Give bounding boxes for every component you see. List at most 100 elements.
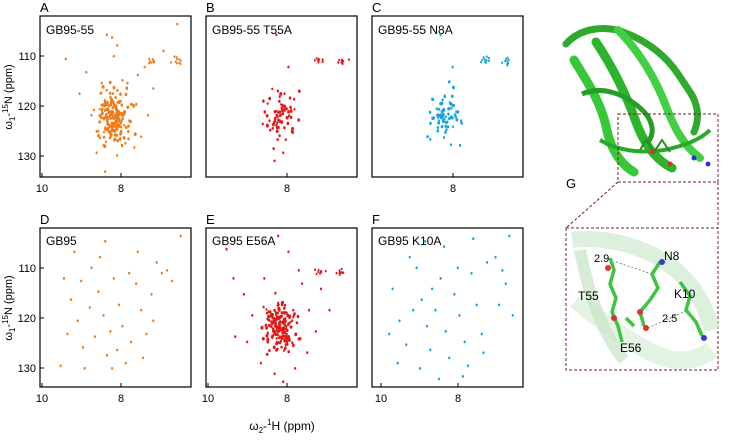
peak-point bbox=[277, 234, 280, 238]
peak-point bbox=[133, 146, 136, 149]
peak-point bbox=[113, 128, 117, 132]
peak-point bbox=[102, 130, 106, 134]
peak-point bbox=[265, 123, 269, 128]
peak-point bbox=[171, 279, 174, 283]
peak-point bbox=[266, 102, 269, 105]
zoom-box bbox=[617, 113, 719, 183]
peak-point bbox=[408, 255, 411, 259]
peak-point bbox=[117, 303, 120, 307]
peak-point bbox=[112, 85, 116, 90]
x-tick-label: 10 bbox=[375, 393, 387, 405]
peak-point bbox=[271, 87, 274, 91]
peak-point bbox=[285, 340, 289, 344]
peak-point bbox=[120, 143, 124, 148]
peak-point bbox=[506, 62, 509, 65]
peak-point bbox=[283, 108, 287, 112]
peak-point bbox=[59, 364, 62, 368]
peak-point bbox=[99, 136, 102, 140]
peak-point bbox=[450, 115, 453, 119]
peak-point bbox=[446, 125, 450, 129]
peak-point bbox=[338, 269, 341, 272]
peak-point bbox=[451, 85, 455, 90]
peak-point bbox=[457, 110, 460, 114]
peak-point bbox=[119, 122, 122, 125]
peak-point bbox=[81, 345, 84, 349]
peak-point bbox=[429, 348, 432, 352]
peak-point bbox=[124, 361, 127, 365]
peak-point bbox=[278, 99, 281, 103]
peak-point bbox=[115, 107, 118, 111]
peak-point bbox=[105, 33, 108, 37]
peak-point bbox=[111, 122, 115, 127]
peak-point bbox=[261, 122, 264, 126]
peak-point bbox=[274, 322, 277, 325]
peak-point bbox=[127, 124, 130, 128]
x-tick-label: 10 bbox=[36, 393, 48, 405]
peak-point bbox=[114, 96, 118, 99]
peak-point bbox=[460, 119, 463, 123]
peak-point bbox=[272, 147, 275, 151]
peak-point bbox=[282, 326, 285, 329]
peak-point bbox=[470, 271, 473, 275]
peak-point bbox=[315, 57, 318, 60]
peak-point bbox=[451, 125, 455, 128]
x-tick-label: 8 bbox=[284, 393, 290, 405]
peak-point bbox=[90, 266, 93, 270]
peak-point bbox=[108, 111, 111, 115]
peak-point bbox=[93, 335, 96, 338]
peak-point bbox=[441, 98, 444, 102]
peak-point bbox=[444, 124, 448, 128]
peak-point bbox=[97, 129, 100, 133]
peak-point bbox=[448, 356, 451, 360]
y-tick-label: 120 bbox=[18, 313, 36, 325]
y-tick-label: 110 bbox=[18, 51, 36, 63]
peak-point bbox=[97, 133, 100, 138]
peak-point bbox=[150, 292, 153, 296]
peak-point bbox=[453, 292, 456, 296]
peak-point bbox=[317, 59, 320, 62]
x-tick-label: 8 bbox=[118, 183, 124, 195]
peak-point bbox=[276, 115, 279, 118]
peak-point bbox=[276, 89, 280, 93]
peak-point bbox=[276, 315, 280, 319]
peak-point bbox=[450, 106, 453, 110]
peak-point bbox=[328, 308, 331, 312]
peak-point bbox=[283, 306, 286, 310]
peak-point bbox=[286, 342, 289, 346]
distance-label: 2.9 bbox=[594, 253, 609, 265]
y-tick-label: 120 bbox=[18, 101, 36, 113]
peak-point bbox=[242, 292, 245, 296]
peak-point bbox=[287, 350, 291, 354]
peak-point bbox=[277, 336, 281, 340]
peak-point bbox=[485, 61, 487, 64]
peak-point bbox=[285, 327, 288, 330]
peak-point bbox=[337, 61, 340, 64]
peak-point bbox=[293, 312, 296, 316]
peak-point bbox=[415, 266, 418, 270]
peak-point bbox=[160, 271, 163, 275]
peak-point bbox=[504, 59, 507, 63]
peak-point bbox=[340, 61, 343, 64]
peak-point bbox=[125, 87, 128, 91]
peak-point bbox=[482, 56, 485, 59]
peak-point bbox=[295, 321, 299, 325]
peak-point bbox=[437, 107, 441, 111]
peak-point bbox=[119, 92, 122, 96]
peak-point bbox=[126, 81, 129, 85]
peak-point bbox=[122, 124, 126, 127]
peak-point bbox=[276, 304, 279, 307]
panel-c: GB95-55 N8A bbox=[371, 15, 524, 178]
peak-point bbox=[116, 44, 119, 47]
peak-point bbox=[178, 58, 181, 61]
peak-point bbox=[119, 132, 123, 136]
x-tick-label: 10 bbox=[36, 183, 48, 195]
peak-point bbox=[108, 91, 112, 95]
peak-point bbox=[88, 306, 91, 309]
peak-point bbox=[106, 107, 110, 112]
peak-point bbox=[282, 380, 285, 384]
peak-point bbox=[437, 119, 440, 122]
peak-point bbox=[460, 121, 463, 125]
peak-point bbox=[155, 261, 158, 264]
peak-point bbox=[391, 287, 394, 291]
peak-point bbox=[425, 324, 428, 328]
